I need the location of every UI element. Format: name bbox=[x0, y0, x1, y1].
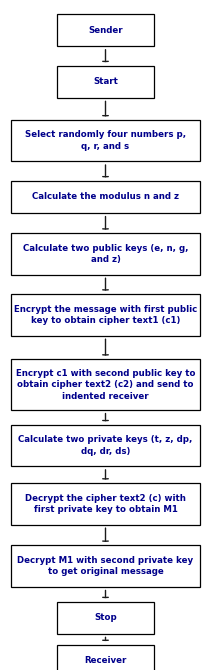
FancyBboxPatch shape bbox=[57, 66, 154, 98]
FancyBboxPatch shape bbox=[11, 181, 200, 213]
Text: Decrypt M1 with second private key
to get original message: Decrypt M1 with second private key to ge… bbox=[18, 556, 193, 576]
FancyBboxPatch shape bbox=[11, 545, 200, 587]
Text: Encrypt c1 with second public key to
obtain cipher text2 (c2) and send to
indent: Encrypt c1 with second public key to obt… bbox=[16, 369, 195, 401]
Text: Calculate two public keys (e, n, g,
and z): Calculate two public keys (e, n, g, and … bbox=[23, 244, 188, 264]
FancyBboxPatch shape bbox=[11, 483, 200, 525]
Text: Encrypt the message with first public
key to obtain cipher text1 (c1): Encrypt the message with first public ke… bbox=[14, 305, 197, 325]
Text: Receiver: Receiver bbox=[84, 656, 127, 665]
Text: Stop: Stop bbox=[94, 613, 117, 622]
FancyBboxPatch shape bbox=[11, 294, 200, 336]
FancyBboxPatch shape bbox=[57, 14, 154, 46]
Text: Decrypt the cipher text2 (c) with
first private key to obtain M1: Decrypt the cipher text2 (c) with first … bbox=[25, 494, 186, 514]
FancyBboxPatch shape bbox=[57, 602, 154, 634]
FancyBboxPatch shape bbox=[11, 233, 200, 275]
Text: Calculate the modulus n and z: Calculate the modulus n and z bbox=[32, 192, 179, 202]
FancyBboxPatch shape bbox=[11, 425, 200, 466]
Text: Select randomly four numbers p,
q, r, and s: Select randomly four numbers p, q, r, an… bbox=[25, 131, 186, 151]
Text: Start: Start bbox=[93, 77, 118, 86]
FancyBboxPatch shape bbox=[11, 359, 200, 410]
FancyBboxPatch shape bbox=[57, 645, 154, 670]
Text: Sender: Sender bbox=[88, 25, 123, 35]
FancyBboxPatch shape bbox=[11, 120, 200, 161]
Text: Calculate two private keys (t, z, dp,
dq, dr, ds): Calculate two private keys (t, z, dp, dq… bbox=[18, 436, 193, 456]
